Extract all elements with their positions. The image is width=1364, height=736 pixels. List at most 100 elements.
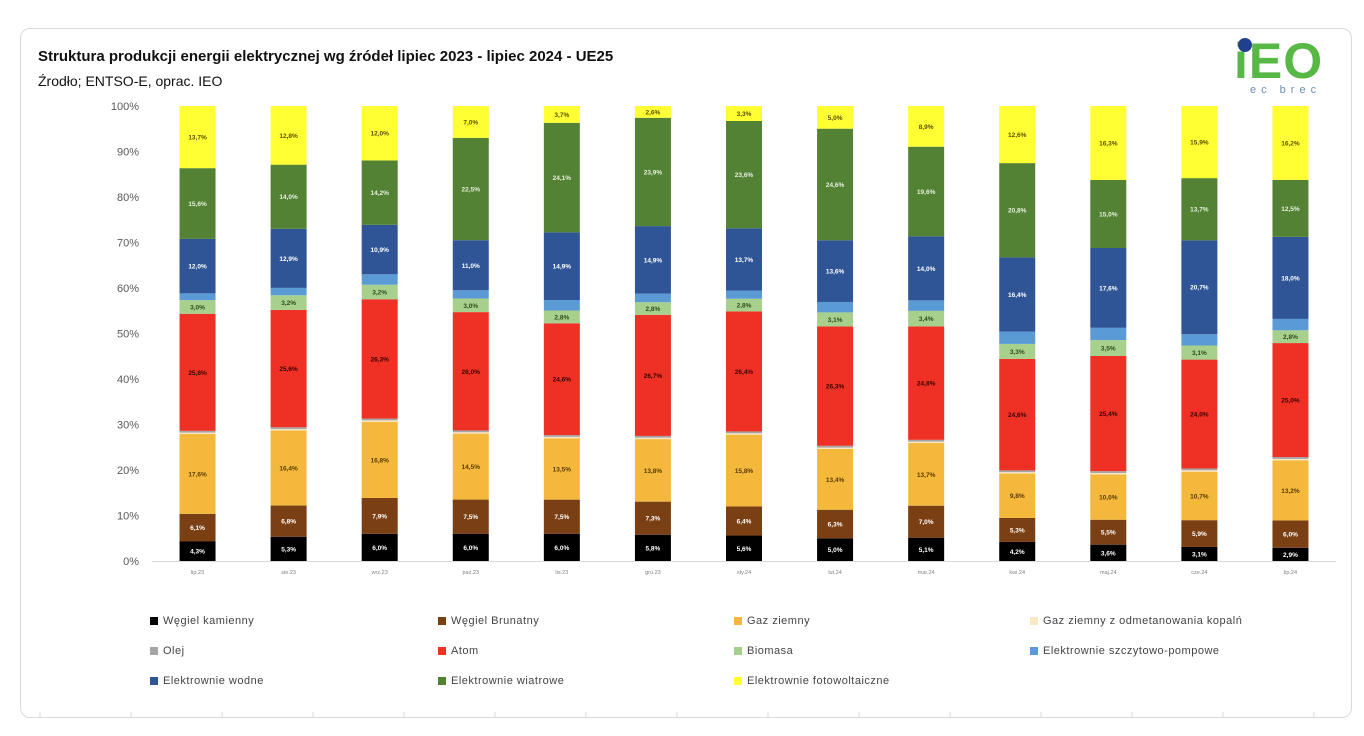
- data-label: 17,6%: [1099, 285, 1118, 292]
- x-tick-label: maj.24: [1100, 570, 1117, 576]
- bar-segment: [1090, 327, 1127, 341]
- legend-swatch: [150, 647, 158, 655]
- legend-item: Węgiel kamienny: [150, 615, 254, 627]
- data-label: 6,4%: [737, 519, 752, 526]
- bar-segment: [817, 445, 854, 448]
- bar-segment: [1181, 178, 1218, 241]
- data-label: 12,0%: [370, 131, 389, 138]
- bar-segment: [452, 298, 489, 313]
- bar-segment: [1090, 474, 1127, 520]
- legend-item: Elektrownie szczytowo-pompowe: [1030, 645, 1220, 657]
- data-label: 5,6%: [737, 546, 752, 553]
- data-label: 14,0%: [917, 266, 936, 273]
- bar-segment: [1181, 106, 1218, 179]
- data-label: 26,7%: [644, 373, 663, 380]
- data-label: 2,8%: [646, 306, 661, 313]
- bar-segment: [817, 312, 854, 327]
- bar-segment: [543, 300, 580, 311]
- data-label: 25,4%: [1099, 411, 1118, 418]
- bar-segment: [452, 430, 489, 433]
- bar-segment: [1272, 343, 1309, 458]
- data-label: 14,9%: [553, 264, 572, 271]
- bar-segment: [361, 160, 398, 225]
- bar-segment: [726, 434, 762, 507]
- data-label: 3,2%: [372, 289, 387, 296]
- data-label: 15,8%: [735, 468, 754, 475]
- bar-segment: [361, 284, 398, 300]
- bar-segment: [817, 509, 854, 539]
- bar-segment: [543, 435, 580, 437]
- bar-segment: [1181, 345, 1218, 360]
- data-label: 18,0%: [1281, 275, 1300, 282]
- legend-label: Biomasa: [747, 645, 794, 657]
- data-label: 26,0%: [462, 369, 481, 376]
- bar-segment: [543, 232, 580, 301]
- bar-segment: [634, 314, 671, 436]
- bar-segment: [270, 309, 307, 428]
- data-label: 3,5%: [1101, 346, 1116, 353]
- legend-swatch: [1030, 647, 1038, 655]
- bar-segment: [999, 472, 1036, 474]
- bar-segment: [543, 106, 580, 123]
- y-tick-label: 0%: [123, 556, 139, 568]
- data-label: 6,1%: [190, 525, 205, 532]
- bar-segment: [1090, 247, 1127, 328]
- data-label: 26,4%: [735, 369, 754, 376]
- legend-label: Gaz ziemny z odmetanowania kopalń: [1043, 615, 1243, 627]
- data-label: 6,0%: [554, 545, 569, 552]
- bar-segment: [817, 326, 854, 446]
- bar-segment: [817, 128, 854, 241]
- bar-segment: [726, 228, 762, 291]
- data-label: 26,3%: [370, 356, 389, 363]
- legend-label: Olej: [163, 645, 185, 657]
- bar-segment: [908, 236, 945, 301]
- bar-segment: [1090, 340, 1127, 356]
- bar-segment: [634, 437, 671, 440]
- bar-segment: [999, 517, 1036, 542]
- bar-segment: [270, 295, 307, 310]
- bar-segment: [179, 541, 216, 561]
- data-label: 3,1%: [1192, 350, 1207, 357]
- bar-segment: [179, 513, 216, 542]
- x-tick-label: lut.24: [828, 570, 841, 576]
- data-label: 19,6%: [917, 189, 936, 196]
- bar-segment: [270, 287, 307, 296]
- bar-segment: [361, 418, 398, 421]
- legend-item: Elektrownie wodne: [150, 675, 264, 687]
- bar-segment: [452, 499, 489, 534]
- data-label: 14,2%: [370, 190, 389, 197]
- data-label: 5,9%: [1192, 531, 1207, 538]
- bar-segment: [726, 298, 762, 312]
- data-label: 10,9%: [370, 247, 389, 254]
- bar-segment: [1181, 240, 1218, 335]
- bar-segment: [1272, 460, 1309, 521]
- x-tick-label: lip.24: [1284, 570, 1297, 576]
- data-label: 24,6%: [553, 377, 572, 384]
- data-label: 24,0%: [1190, 412, 1209, 419]
- data-label: 5,0%: [828, 547, 843, 554]
- data-label: 10,7%: [1190, 493, 1209, 500]
- bar-segment: [908, 537, 945, 561]
- data-label: 7,5%: [463, 514, 478, 521]
- legend-swatch: [150, 677, 158, 685]
- data-label: 14,9%: [644, 257, 663, 264]
- data-label: 16,4%: [279, 465, 298, 472]
- chart-source: Źrodło; ENTSO-E, oprac. IEO: [38, 73, 223, 89]
- bar-segment: [634, 226, 671, 294]
- data-label: 3,0%: [463, 303, 478, 310]
- bar-segment: [726, 121, 762, 229]
- data-label: 3,3%: [737, 111, 752, 118]
- data-label: 24,1%: [553, 175, 572, 182]
- bar-segment: [908, 326, 945, 440]
- data-label: 7,0%: [463, 119, 478, 126]
- bar-segment: [361, 224, 398, 275]
- bar-segment: [634, 117, 671, 227]
- bar-segment: [726, 535, 762, 561]
- bar-segment: [1181, 334, 1218, 346]
- data-label: 25,0%: [1281, 398, 1300, 405]
- bar-segment: [726, 311, 762, 432]
- data-label: 5,1%: [919, 547, 934, 554]
- data-label: 13,7%: [735, 257, 754, 264]
- data-label: 2,8%: [554, 314, 569, 321]
- bar-segment: [634, 501, 671, 535]
